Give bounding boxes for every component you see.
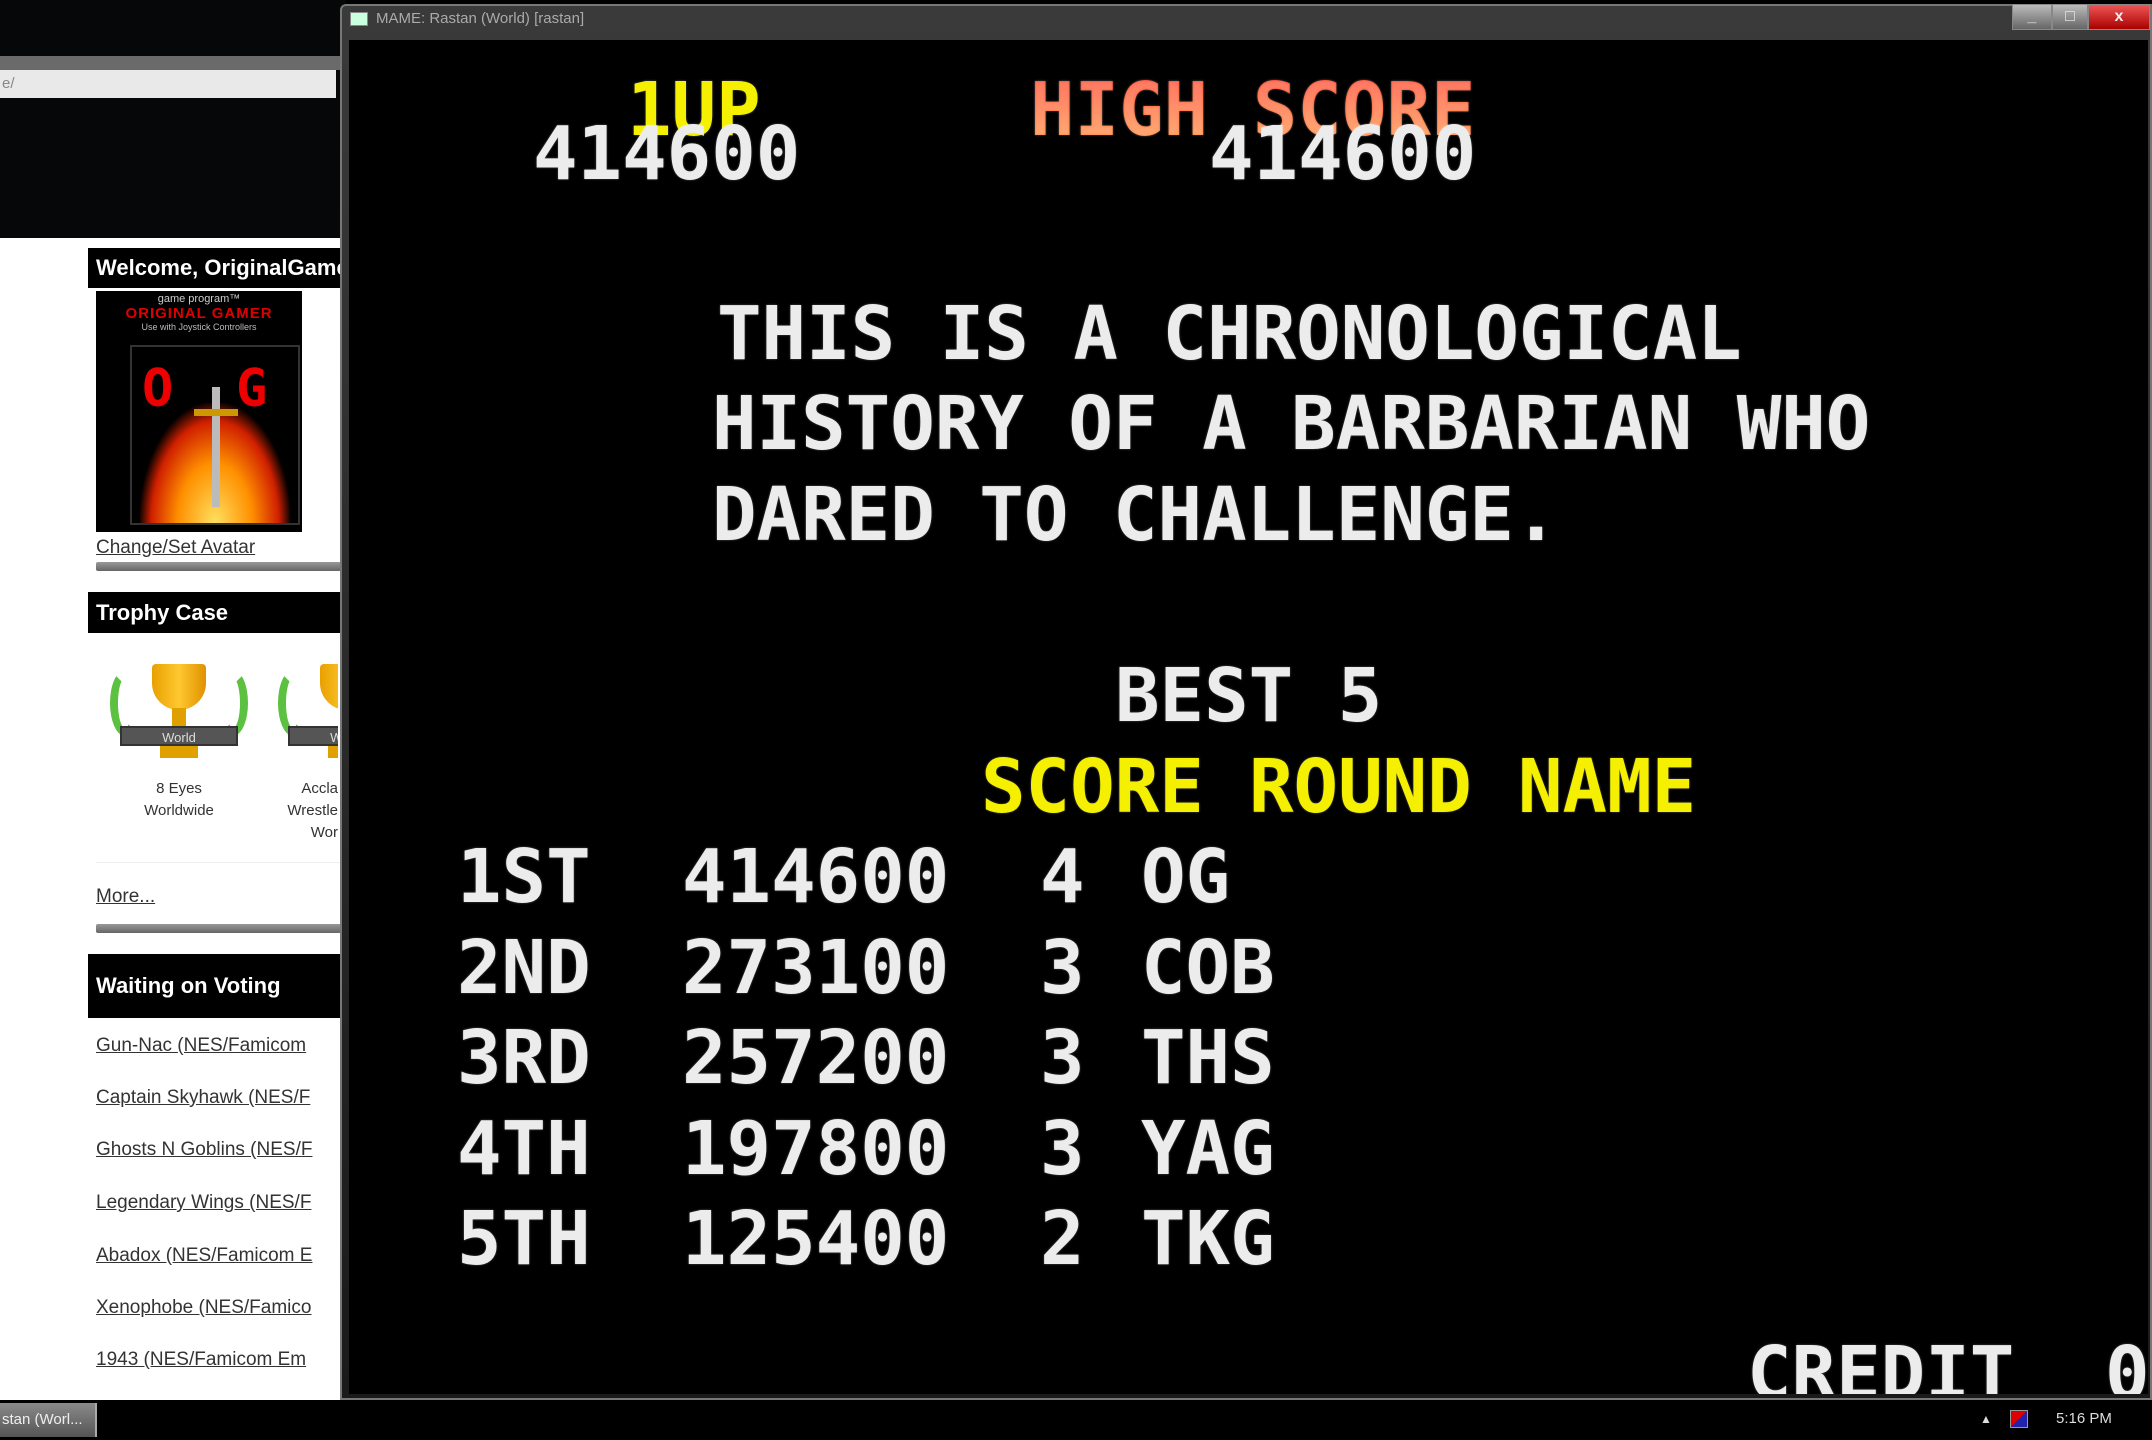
taskbar-button-mame[interactable]: stan (Worl...	[0, 1403, 97, 1437]
voting-item-link[interactable]: Legendary Wings (NES/F	[96, 1192, 312, 1213]
row-name: OG	[1141, 834, 1231, 920]
browser-header-area	[0, 0, 346, 238]
divider	[96, 924, 346, 933]
minimize-button[interactable]: _	[2012, 4, 2052, 30]
row-rank: 4TH	[457, 1106, 591, 1192]
logo-frame: O G	[130, 345, 300, 525]
row-rank: 1ST	[457, 834, 591, 920]
voting-item-link[interactable]: Abadox (NES/Famicom E	[96, 1245, 313, 1266]
trophy-label-line: Wor	[310, 824, 338, 840]
row-score: 125400	[682, 1196, 950, 1282]
story-line: DARED TO CHALLENGE.	[712, 472, 1559, 558]
game-screen[interactable]: 1UP 414600 HIGH SCORE 414600 THIS IS A C…	[349, 40, 2148, 1394]
row-round: 3	[1040, 1106, 1085, 1192]
browser-toolbar	[0, 56, 346, 70]
player-label: 1UP	[627, 67, 761, 153]
trophy-case-header: Trophy Case	[88, 592, 346, 633]
clock[interactable]: 5:16 PM	[2056, 1410, 2112, 1427]
row-round: 3	[1040, 925, 1085, 1011]
sword-guard	[194, 409, 238, 416]
row-score: 273100	[682, 925, 950, 1011]
trophy-icon[interactable]: World	[274, 664, 338, 768]
cup-icon	[320, 664, 338, 710]
row-name: YAG	[1141, 1106, 1275, 1192]
app-icon	[350, 12, 368, 26]
high-score: 414600	[1209, 111, 1477, 197]
player-score: 414600	[533, 111, 801, 197]
trophy-label-line: Wrestle	[287, 802, 338, 819]
credit-label: CREDIT	[1747, 1331, 2015, 1394]
row-round: 4	[1040, 834, 1085, 920]
trophy-label: 8 Eyes Worldwide	[106, 778, 252, 822]
logo-letter: G	[236, 359, 268, 419]
window-title: MAME: Rastan (World) [rastan]	[376, 10, 585, 27]
divider	[96, 862, 346, 863]
voting-item-link[interactable]: Ghosts N Goblins (NES/F	[96, 1139, 313, 1160]
address-bar[interactable]: e/	[0, 70, 336, 98]
credit-value: 0	[2105, 1331, 2148, 1394]
cup-base	[328, 746, 338, 758]
tray-app-icon[interactable]	[2010, 1410, 2028, 1428]
voting-item-link[interactable]: Xenophobe (NES/Famico	[96, 1297, 312, 1318]
trophy-label-line: 8 Eyes	[156, 780, 202, 797]
trophy-label-line: Worldwide	[144, 802, 214, 819]
close-button[interactable]: x	[2088, 4, 2150, 30]
sword-icon	[212, 387, 220, 507]
maximize-button[interactable]: □	[2052, 4, 2088, 30]
voting-item-link[interactable]: Captain Skyhawk (NES/F	[96, 1087, 311, 1108]
trophy-list: World 8 Eyes Worldwide World Accla Wrest…	[88, 640, 338, 840]
trophy-badge: World	[120, 726, 238, 746]
row-name: COB	[1141, 925, 1275, 1011]
voting-item-link[interactable]: 1943 (NES/Famicom Em	[96, 1349, 307, 1370]
change-avatar-link[interactable]: Change/Set Avatar	[96, 537, 256, 558]
avatar: game program™ ORIGINAL GAMER Use with Jo…	[96, 291, 302, 532]
best-title: BEST 5	[1115, 653, 1383, 739]
row-name: THS	[1141, 1015, 1275, 1101]
cup-icon	[152, 664, 206, 710]
trophy-badge: World	[288, 726, 338, 746]
logo-text: ORIGINAL GAMER	[125, 305, 273, 322]
trophy-label: Accla Wrestle Wor	[268, 778, 338, 840]
column-header-round: ROUND	[1249, 744, 1472, 830]
row-rank: 3RD	[457, 1015, 591, 1101]
story-line: THIS IS A CHRONOLOGICAL	[717, 291, 1742, 377]
row-round: 3	[1040, 1015, 1085, 1101]
show-hidden-icons-button[interactable]: ▲	[1980, 1412, 1992, 1426]
row-score: 197800	[682, 1106, 950, 1192]
column-header-name: NAME	[1518, 744, 1697, 830]
row-score: 414600	[682, 834, 950, 920]
logo-text: Use with Joystick Controllers	[141, 322, 257, 332]
cup-base	[160, 746, 198, 758]
story-line: HISTORY OF A BARBARIAN WHO	[712, 381, 1871, 467]
row-round: 2	[1040, 1196, 1085, 1282]
more-trophies-link[interactable]: More...	[96, 886, 156, 907]
trophy-icon[interactable]: World	[106, 664, 252, 768]
voting-item-link[interactable]: Gun-Nac (NES/Famicom	[96, 1035, 307, 1056]
column-header-score: SCORE	[981, 744, 1204, 830]
row-score: 257200	[682, 1015, 950, 1101]
row-rank: 2ND	[457, 925, 591, 1011]
trophy-label-line: Accla	[301, 780, 338, 797]
row-rank: 5TH	[457, 1196, 591, 1282]
high-score-label: HIGH SCORE	[1030, 67, 1476, 153]
taskbar	[0, 1400, 2152, 1440]
divider	[96, 562, 346, 571]
waiting-on-voting-header: Waiting on Voting	[88, 954, 346, 1018]
logo-text: game program™	[157, 293, 241, 305]
welcome-header: Welcome, OriginalGamer	[88, 248, 346, 288]
row-name: TKG	[1141, 1196, 1275, 1282]
logo-letter: O	[142, 359, 174, 419]
